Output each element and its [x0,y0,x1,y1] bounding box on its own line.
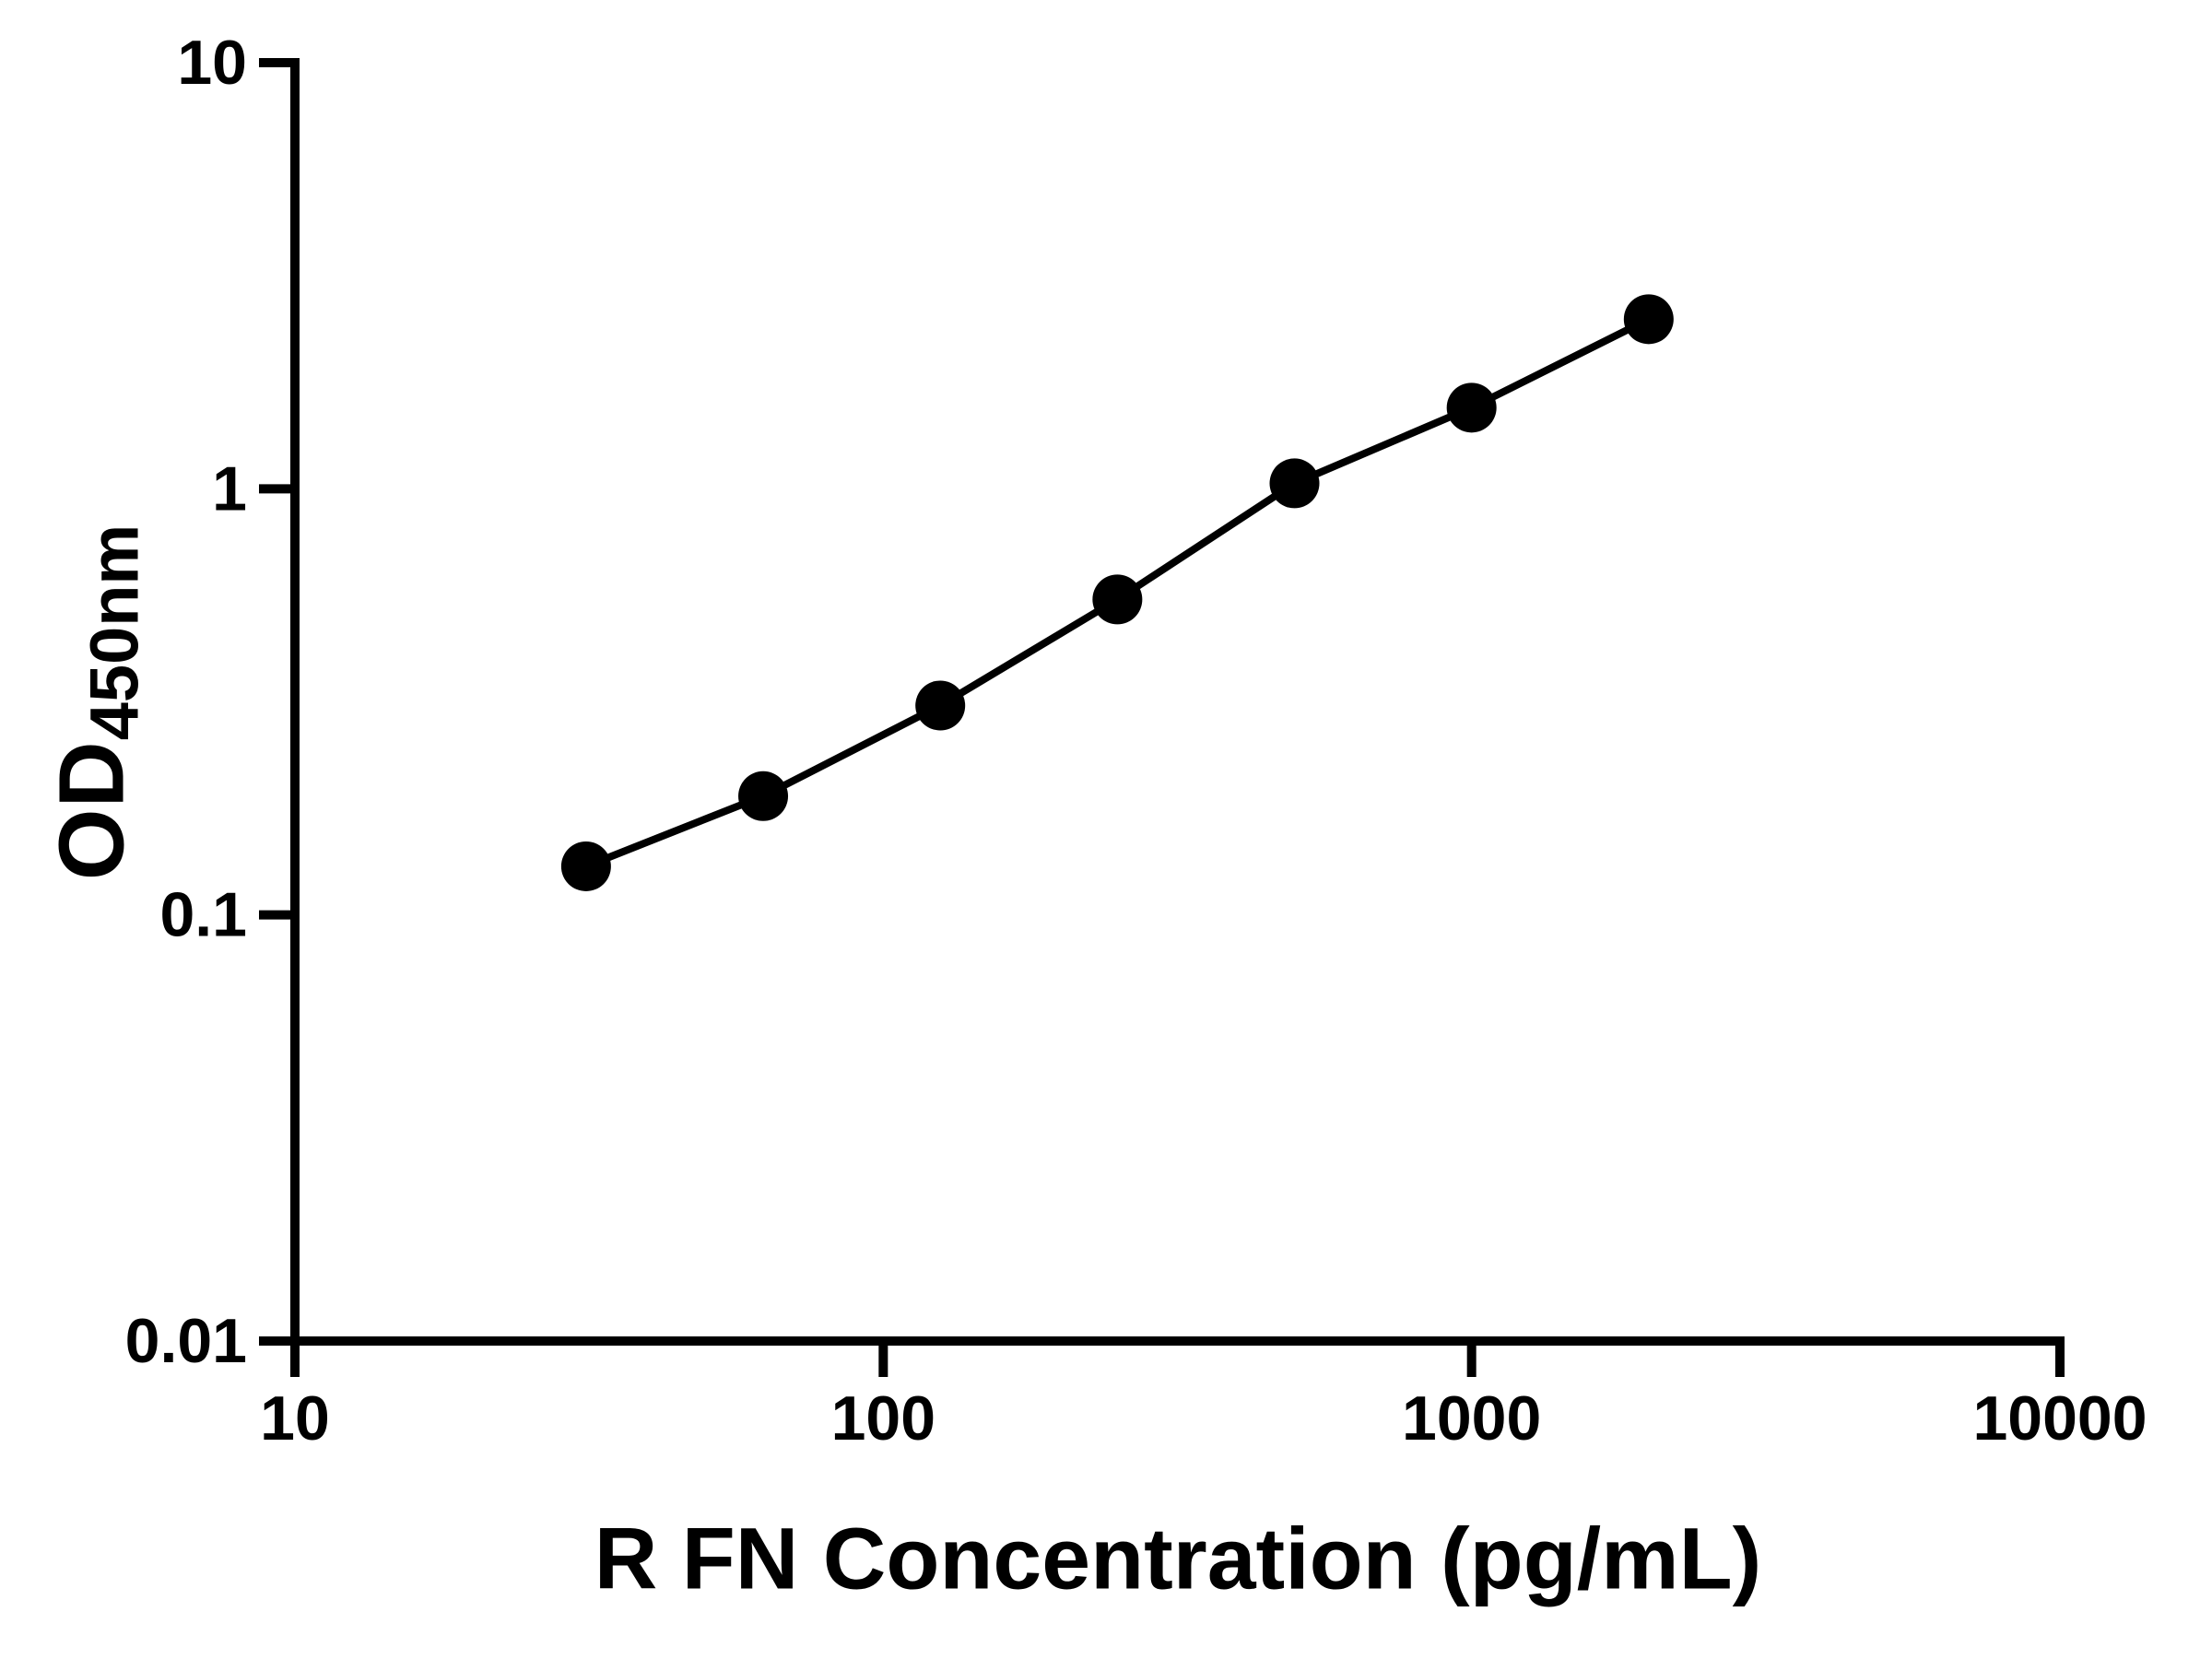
data-point [560,841,611,891]
x-tick-label: 10 [260,1383,330,1453]
x-axis-title: R FN Concentration (pg/mL) [594,1510,1762,1608]
y-axis-title-main: OD [40,740,144,881]
y-tick-label: 10 [177,28,247,98]
data-point [1269,458,1320,509]
x-tick-label: 1000 [1402,1383,1541,1453]
y-axis-title: OD450nm [40,524,153,881]
axis-spines [290,58,2065,1346]
y-tick-label: 0.1 [159,880,247,950]
y-axis-title-sub: 450nm [76,524,153,741]
data-point [1446,382,1497,433]
data-point [1092,574,1143,625]
x-tick-label: 100 [831,1383,935,1453]
data-point [1623,294,1674,345]
x-tick-label: 10000 [1972,1383,2147,1453]
data-point [738,771,789,821]
y-tick-label: 0.01 [125,1306,247,1376]
data-point [915,680,966,731]
y-tick-label: 1 [212,453,247,524]
